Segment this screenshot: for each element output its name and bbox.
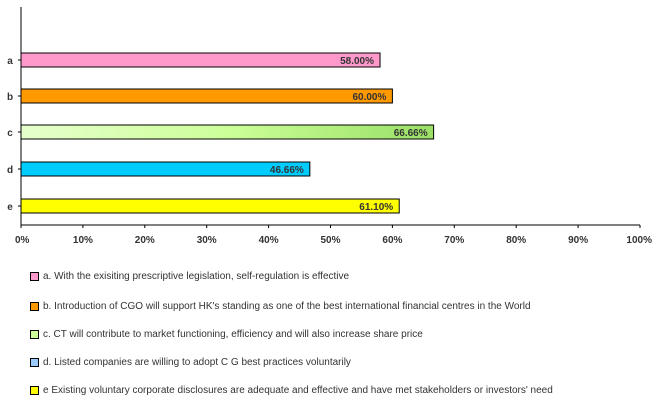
x-tick-label: 0%	[15, 235, 30, 246]
data-label-b: 60.00%	[352, 92, 386, 103]
x-tick-label: 80%	[506, 235, 526, 246]
bar-a	[20, 52, 381, 68]
x-tick-label: 40%	[259, 235, 279, 246]
data-label-d: 46.66%	[270, 165, 304, 176]
data-label-e: 61.10%	[359, 202, 393, 213]
x-tick-label: 50%	[320, 235, 340, 246]
y-tick-label-a: a	[7, 56, 13, 67]
x-tick-label: 60%	[382, 235, 402, 246]
x-tick-label: 30%	[197, 235, 217, 246]
bar-e	[20, 198, 400, 214]
x-tick-label: 100%	[626, 235, 652, 246]
x-tick-label: 70%	[444, 235, 464, 246]
x-tick-label: 10%	[73, 235, 93, 246]
data-label-a: 58.00%	[340, 56, 374, 67]
y-tick-label-c: c	[7, 128, 13, 139]
bar-c	[20, 124, 435, 140]
x-tick-label: 90%	[568, 235, 588, 246]
y-tick-label-b: b	[7, 92, 13, 103]
bar-d	[20, 161, 311, 177]
data-label-c: 66.66%	[394, 128, 428, 139]
y-tick-label-e: e	[7, 202, 13, 213]
x-tick-label: 20%	[135, 235, 155, 246]
bar-b	[20, 88, 393, 104]
y-tick-label-d: d	[7, 165, 13, 176]
